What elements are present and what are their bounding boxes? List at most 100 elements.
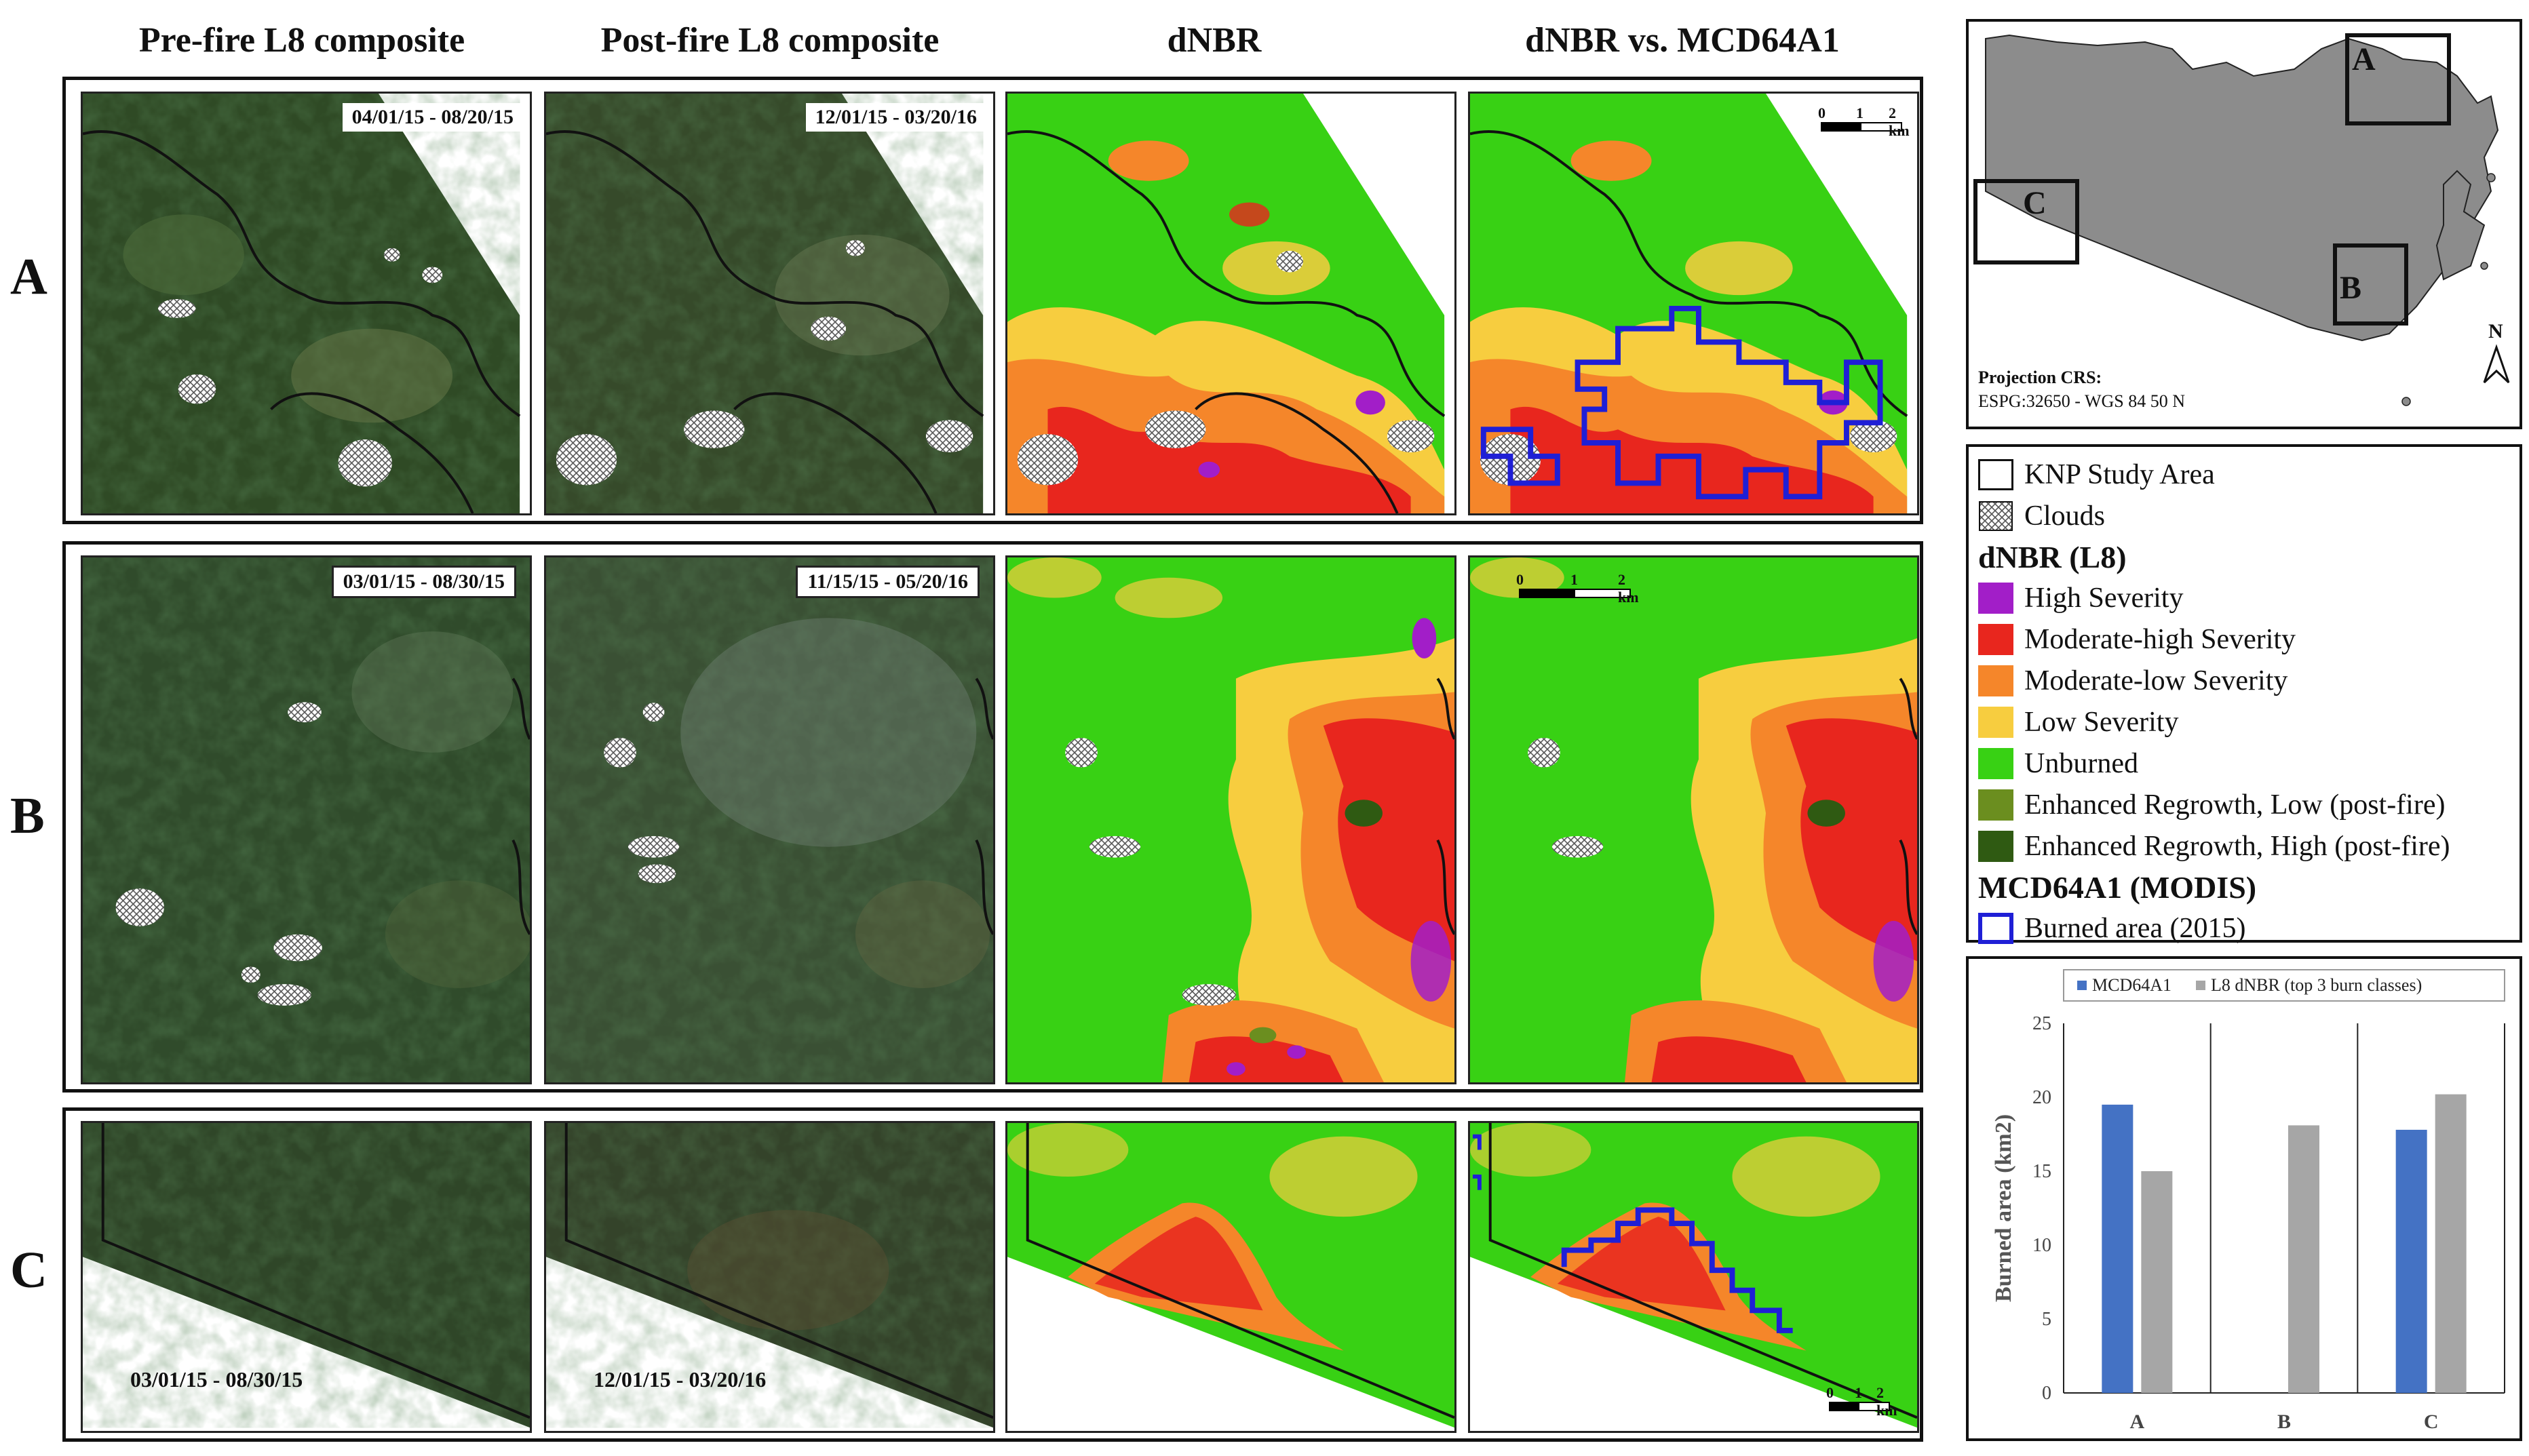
map-legend: KNP Study Area Clouds dNBR (L8) High Sev…: [1966, 444, 2522, 944]
chart-y-tick-label: 25: [2032, 1013, 2051, 1034]
legend-class-swatch: [1978, 623, 2013, 655]
legend-class-swatch: [1978, 665, 2013, 696]
legend-dnbr-classes: High Severity Moderate-high Severity Moder…: [1978, 577, 2510, 867]
north-arrow-label: N: [2488, 320, 2503, 342]
locator-map[interactable]: A B C N Projection CRS: ESPG:32650 - WGS…: [1966, 19, 2522, 429]
chart-bar: [2435, 1094, 2467, 1393]
column-title-postfire: Post-fire L8 composite: [600, 21, 940, 60]
legend-class-label: Moderate-low Severity: [2024, 665, 2288, 696]
legend-item-clouds: Clouds: [1978, 495, 2510, 536]
column-title-prefire: Pre-fire L8 composite: [138, 21, 465, 60]
row-frame-b: 03/01/15 - 08/30/15 11/15/15 - 05/20/16: [62, 541, 1923, 1093]
chart-y-tick-label: 5: [2042, 1309, 2051, 1330]
locator-box-b-label: B: [2340, 270, 2362, 306]
legend-item-class: Moderate-high Severity: [1978, 618, 2510, 660]
projection-title: Projection CRS:: [1978, 368, 2102, 387]
legend-item-class: High Severity: [1978, 577, 2510, 618]
burned-area-bar-chart: MCD64A1 L8 dNBR (top 3 burn classes) 0 5 10 1…: [1966, 956, 2522, 1441]
legend-title-dnbr: dNBR (L8): [1978, 539, 2127, 574]
chart-bar: [2288, 1125, 2319, 1393]
row-label-a: A: [10, 248, 47, 305]
chart-y-tick-label: 20: [2032, 1087, 2051, 1108]
panel-a-dnbr[interactable]: [1005, 92, 1456, 515]
chart-bar: [2395, 1129, 2427, 1393]
scalebar-a: 0 1 2 km: [1818, 104, 1910, 139]
chart-y-tick-label: 10: [2032, 1235, 2051, 1256]
legend-class-swatch: [1978, 582, 2013, 614]
panel-a-prefire[interactable]: 04/01/15 - 08/20/15: [81, 92, 532, 515]
panel-b-postfire[interactable]: 11/15/15 - 05/20/16: [544, 555, 995, 1084]
chart-bar: [2102, 1104, 2134, 1393]
date-label-a-postfire: 12/01/15 - 03/20/16: [805, 103, 986, 132]
legend-title-modis: MCD64A1 (MODIS): [1978, 869, 2257, 905]
legend-item-study-area: KNP Study Area: [1978, 454, 2510, 495]
panel-b-prefire[interactable]: 03/01/15 - 08/30/15: [81, 555, 532, 1084]
panel-b-dnbr-vs-mcd64a1[interactable]: 0 1 2 km: [1468, 555, 1919, 1084]
date-label-a-prefire: 04/01/15 - 08/20/15: [342, 103, 523, 132]
legend-label-clouds: Clouds: [2024, 500, 2106, 532]
date-label-c-postfire: 12/01/15 - 03/20/16: [594, 1367, 767, 1392]
projection-value: ESPG:32650 - WGS 84 50 N: [1978, 391, 2186, 411]
chart-bar: [2141, 1171, 2173, 1393]
scalebar-a-tick-0: 0: [1818, 104, 1826, 121]
column-title-dnbr: dNBR: [1167, 21, 1262, 60]
scalebar-c-tick-2: 2 km: [1876, 1384, 1897, 1419]
legend-class-swatch: [1978, 789, 2013, 821]
scalebar-c-tick-0: 0: [1826, 1384, 1834, 1401]
date-label-b-postfire: 11/15/15 - 05/20/16: [796, 566, 980, 598]
chart-legend-swatch: [2196, 981, 2205, 990]
date-label-b-prefire: 03/01/15 - 08/30/15: [331, 566, 516, 598]
chart-y-tick-label: 15: [2032, 1161, 2051, 1182]
chart-legend-label: L8 dNBR (top 3 burn classes): [2211, 975, 2422, 995]
scalebar-b-tick-0: 0: [1516, 571, 1524, 588]
chart-x-tick-label: C: [2424, 1411, 2439, 1433]
legend-class-label: Low Severity: [2024, 706, 2179, 738]
legend-item-class: Enhanced Regrowth, Low (post-fire): [1978, 784, 2510, 825]
chart-legend-label: MCD64A1: [2092, 975, 2171, 995]
scalebar-a-tick-1: 1: [1856, 104, 1864, 121]
legend-class-swatch: [1978, 830, 2013, 862]
legend-class-label: Moderate-high Severity: [2024, 623, 2296, 655]
panel-c-dnbr-vs-mcd64a1[interactable]: 0 1 2 km: [1468, 1121, 1919, 1433]
panel-c-prefire[interactable]: 03/01/15 - 08/30/15: [81, 1121, 532, 1433]
row-frame-c: 03/01/15 - 08/30/15 12/01/15 - 03/20/16: [62, 1107, 1923, 1442]
row-label-b: B: [10, 787, 45, 844]
bar-chart-svg: MCD64A1 L8 dNBR (top 3 burn classes) 0 5 10 1…: [1991, 969, 2505, 1433]
scalebar-b-tick-2: 2 km: [1618, 571, 1639, 606]
chart-x-tick-label: A: [2129, 1411, 2144, 1433]
row-label-c: C: [10, 1242, 47, 1299]
panel-a-dnbr-vs-mcd64a1[interactable]: 0 1 2 km: [1468, 92, 1919, 515]
column-title-dnbr-vs-mcd64a1: dNBR vs. MCD64A1: [1525, 21, 1840, 60]
legend-item-class: Moderate-low Severity: [1978, 660, 2510, 701]
legend-class-swatch: [1978, 747, 2013, 779]
panel-a-postfire[interactable]: 12/01/15 - 03/20/16: [544, 92, 995, 515]
legend-item-class: Enhanced Regrowth, High (post-fire): [1978, 825, 2510, 867]
chart-y-axis-label: Burned area (km2): [1991, 1114, 2016, 1302]
chart-y-tick-label: 0: [2042, 1383, 2051, 1404]
scalebar-b-tick-1: 1: [1570, 571, 1578, 588]
chart-x-tick-label: B: [2277, 1411, 2291, 1433]
legend-item-burned-area: Burned area (2015): [1978, 907, 2510, 949]
locator-box-c-label: C: [2023, 185, 2047, 221]
locator-box-a-label: A: [2352, 41, 2376, 77]
legend-class-label: Enhanced Regrowth, Low (post-fire): [2024, 789, 2446, 821]
panel-b-dnbr[interactable]: [1005, 555, 1456, 1084]
panel-c-postfire[interactable]: 12/01/15 - 03/20/16: [544, 1121, 995, 1433]
legend-class-label: Enhanced Regrowth, High (post-fire): [2024, 830, 2450, 862]
date-label-c-prefire: 03/01/15 - 08/30/15: [130, 1367, 303, 1392]
legend-label-burned-area: Burned area (2015): [2024, 912, 2246, 944]
legend-item-class: Unburned: [1978, 743, 2510, 784]
locator-map-shape: [1973, 33, 2510, 406]
legend-class-label: High Severity: [2024, 582, 2184, 614]
clouds-swatch: [1979, 500, 2013, 531]
scalebar-c: 0 1 2 km: [1826, 1384, 1897, 1419]
scalebar-a-tick-2: 2 km: [1889, 104, 1910, 139]
row-frame-a: 04/01/15 - 08/20/15 12/01/15 - 03/20/16: [62, 77, 1923, 524]
legend-item-class: Low Severity: [1978, 701, 2510, 743]
chart-legend-swatch: [2077, 981, 2087, 990]
scalebar-b: 0 1 2 km: [1516, 571, 1639, 606]
legend-class-label: Unburned: [2024, 747, 2138, 779]
scalebar-c-tick-1: 1: [1855, 1384, 1862, 1401]
panel-c-dnbr[interactable]: [1005, 1121, 1456, 1433]
burned-area-swatch: [1978, 912, 2013, 944]
